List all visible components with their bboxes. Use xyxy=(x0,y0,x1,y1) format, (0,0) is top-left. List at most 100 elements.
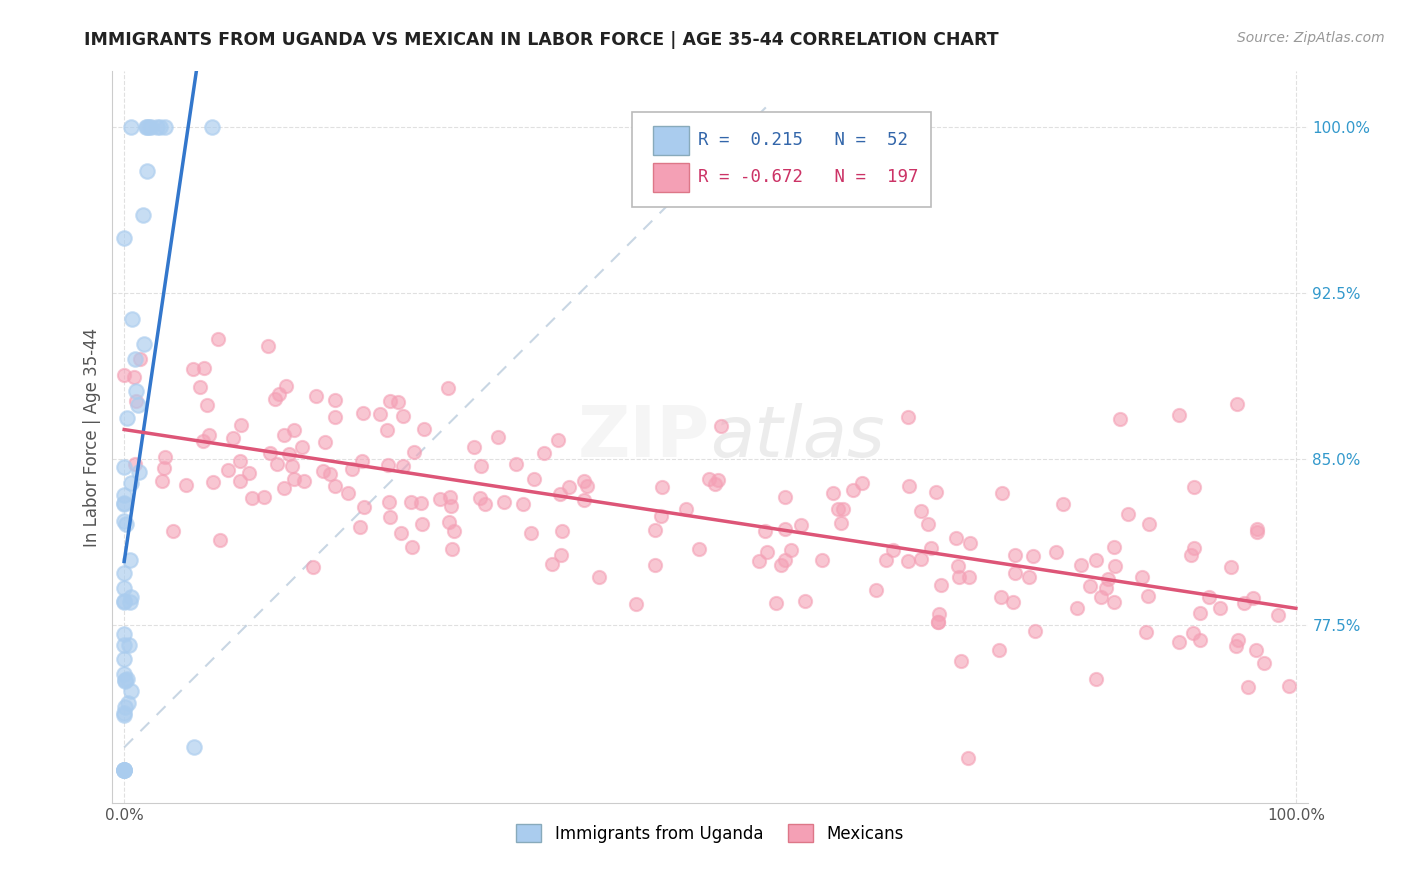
Point xyxy=(118,638,141,652)
Point xyxy=(704,476,727,491)
Point xyxy=(314,435,336,450)
Point xyxy=(851,475,873,490)
Point xyxy=(927,615,949,629)
Point xyxy=(821,486,844,500)
Point xyxy=(411,516,433,531)
Point xyxy=(124,457,146,471)
Point xyxy=(865,583,887,598)
Point xyxy=(1220,559,1243,574)
FancyBboxPatch shape xyxy=(652,163,689,192)
Legend: Immigrants from Uganda, Mexicans: Immigrants from Uganda, Mexicans xyxy=(509,818,911,849)
Point xyxy=(377,458,399,472)
Point xyxy=(128,465,150,479)
Point xyxy=(217,463,239,477)
Point xyxy=(794,594,817,608)
Point xyxy=(112,763,135,777)
Point xyxy=(253,490,276,504)
Point xyxy=(114,673,136,688)
Point xyxy=(697,472,720,486)
Point xyxy=(240,491,263,505)
Point xyxy=(112,595,135,609)
Point xyxy=(353,500,375,514)
Point xyxy=(323,392,346,407)
Point xyxy=(1278,679,1301,693)
Point xyxy=(229,475,252,489)
Point xyxy=(987,643,1010,657)
Point xyxy=(1246,524,1268,539)
Point xyxy=(810,553,832,567)
Point xyxy=(138,120,160,134)
Point xyxy=(910,551,932,566)
Point xyxy=(120,684,142,698)
Point xyxy=(875,553,897,567)
Point xyxy=(1241,591,1264,605)
Point xyxy=(193,361,215,376)
Point xyxy=(222,431,245,445)
Point xyxy=(1167,408,1189,422)
Point xyxy=(153,461,176,475)
Point xyxy=(436,381,458,395)
Point xyxy=(1001,594,1024,608)
Point xyxy=(1188,632,1211,647)
Point xyxy=(229,417,252,432)
Point xyxy=(842,483,865,497)
Y-axis label: In Labor Force | Age 35-44: In Labor Force | Age 35-44 xyxy=(83,327,101,547)
Point xyxy=(882,542,904,557)
Point xyxy=(375,423,398,437)
Point xyxy=(505,458,527,472)
Point xyxy=(319,467,342,482)
Point xyxy=(1135,625,1157,640)
Point xyxy=(1066,601,1088,615)
Point xyxy=(1070,558,1092,573)
Point xyxy=(550,487,572,501)
Point xyxy=(1209,601,1232,615)
Point xyxy=(121,312,143,326)
Point xyxy=(399,494,422,508)
Point xyxy=(112,514,135,528)
Point xyxy=(1078,579,1101,593)
Point xyxy=(340,461,363,475)
Point xyxy=(112,368,135,383)
Point xyxy=(675,501,697,516)
Point xyxy=(131,208,153,222)
FancyBboxPatch shape xyxy=(633,112,931,207)
Point xyxy=(114,674,136,689)
Point xyxy=(209,533,232,548)
Point xyxy=(120,476,142,491)
Point xyxy=(112,594,135,608)
Point xyxy=(181,362,204,376)
Point xyxy=(378,394,401,409)
Text: Source: ZipAtlas.com: Source: ZipAtlas.com xyxy=(1237,31,1385,45)
Point xyxy=(945,531,967,545)
Point xyxy=(269,387,291,401)
Point xyxy=(139,120,162,134)
Point xyxy=(1233,596,1256,610)
Point xyxy=(118,552,141,566)
Text: ZIP: ZIP xyxy=(578,402,710,472)
Point xyxy=(112,638,135,652)
Point xyxy=(1024,624,1046,638)
Text: R = -0.672   N =  197: R = -0.672 N = 197 xyxy=(699,169,918,186)
Text: atlas: atlas xyxy=(710,402,884,472)
Point xyxy=(352,406,374,420)
Point xyxy=(112,460,135,475)
Point xyxy=(897,409,920,424)
Point xyxy=(273,481,295,495)
Point xyxy=(118,595,141,609)
Point xyxy=(547,433,569,447)
Point xyxy=(112,651,135,665)
Point xyxy=(323,479,346,493)
Point xyxy=(114,700,136,714)
Point xyxy=(256,338,278,352)
Point xyxy=(312,464,335,478)
Point xyxy=(779,543,801,558)
Point xyxy=(1102,595,1125,609)
Point xyxy=(391,409,413,424)
Point xyxy=(959,536,981,550)
Point xyxy=(145,120,167,134)
Text: R =  0.215   N =  52: R = 0.215 N = 52 xyxy=(699,131,908,149)
Point xyxy=(201,475,224,490)
Point xyxy=(1045,545,1067,559)
Point xyxy=(644,558,666,572)
Point xyxy=(707,473,730,487)
